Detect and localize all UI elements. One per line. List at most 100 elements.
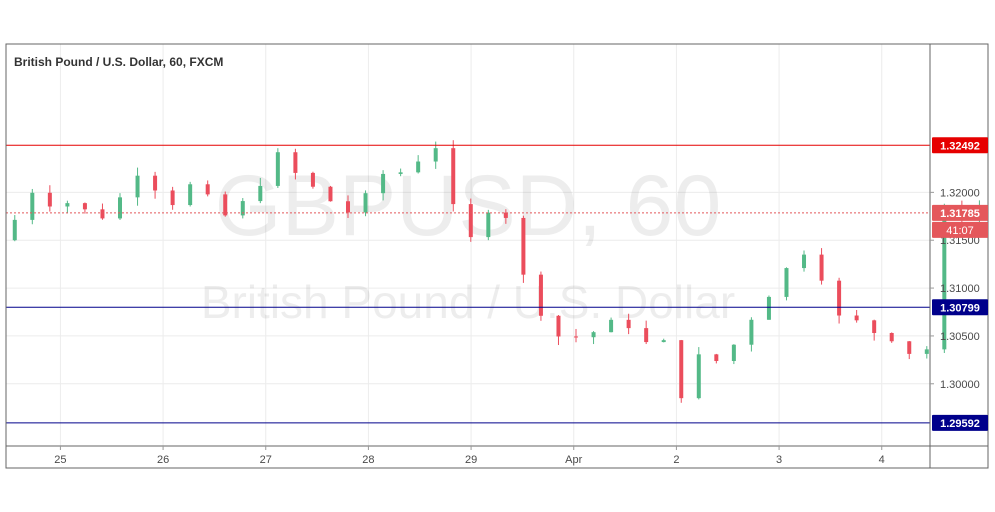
x-tick-label: 2 — [673, 454, 679, 466]
x-tick-label: 27 — [260, 454, 272, 466]
candle-up — [398, 168, 403, 177]
candle-body — [258, 185, 263, 202]
candle-down — [205, 180, 210, 197]
candle-body — [766, 296, 771, 320]
candle-body — [661, 340, 666, 343]
candle-down — [837, 277, 842, 324]
candle-down — [521, 215, 526, 283]
x-tick-label: 28 — [362, 454, 374, 466]
candle-body — [837, 280, 842, 316]
candle-down — [819, 248, 824, 285]
candle-up — [433, 141, 438, 169]
candle-up — [486, 209, 491, 241]
candle-body — [591, 332, 596, 338]
candle-down — [100, 203, 105, 220]
y-axis[interactable]: 1.32000 1.31500 1.31000 1.30500 1.30000 — [930, 187, 980, 391]
candle-down — [310, 171, 315, 189]
candle-body — [889, 332, 894, 342]
candle-down — [714, 353, 719, 364]
x-tick-label: 29 — [465, 454, 477, 466]
candle-up — [118, 193, 123, 220]
y-tick-label: 1.31500 — [940, 235, 980, 247]
candle-body — [100, 209, 105, 219]
candle-up — [416, 155, 421, 174]
y-tick-label: 1.31000 — [940, 283, 980, 295]
x-tick-label: 25 — [54, 454, 66, 466]
candle-up — [731, 344, 736, 365]
candle-up — [258, 177, 263, 204]
candle-body — [118, 197, 123, 219]
candle-body — [731, 344, 736, 362]
candle-body — [486, 212, 491, 238]
candle-body — [556, 315, 561, 337]
candle-body — [328, 186, 333, 202]
candle-down — [679, 339, 684, 403]
chart-title: British Pound / U.S. Dollar, 60, FXCM — [14, 55, 223, 69]
candle-down — [328, 185, 333, 202]
candle-down — [47, 185, 52, 212]
candle-up — [609, 317, 614, 333]
candle-body — [819, 254, 824, 281]
candle-body — [679, 340, 684, 399]
horizontal-lines[interactable] — [6, 144, 930, 424]
candle-body — [714, 354, 719, 362]
x-tick-label: Apr — [565, 454, 582, 466]
x-axis[interactable]: 25 26 27 28 29 Apr 2 3 4 — [54, 446, 885, 466]
candle-body — [924, 349, 929, 354]
candle-body — [521, 217, 526, 275]
candle-body — [907, 341, 912, 354]
candle-up — [784, 267, 789, 301]
watermark-ticker: GBPUSD, 60 — [215, 158, 722, 254]
candle-up — [12, 215, 17, 242]
candle-up — [240, 198, 245, 219]
candle-body — [381, 173, 386, 194]
candle-body — [854, 315, 859, 321]
price-labels: 1.32492 1.31785 41:07 1.30799 1.29592 — [932, 137, 988, 431]
candle-body — [12, 219, 17, 241]
candle-body — [65, 203, 70, 207]
candle-body — [310, 172, 315, 187]
candle-up — [749, 317, 754, 352]
candle-up — [30, 188, 35, 225]
candle-body — [205, 184, 210, 195]
candle-up — [924, 346, 929, 359]
candle-down — [170, 186, 175, 210]
candle-body — [609, 319, 614, 333]
candle-up — [696, 347, 701, 400]
candle-body — [626, 319, 631, 329]
candle-body — [240, 201, 245, 216]
price-level-badge — [932, 414, 988, 431]
candle-body — [942, 208, 947, 350]
countdown-label: 41:07 — [946, 225, 974, 237]
candle-down — [451, 140, 456, 212]
candle-body — [749, 319, 754, 345]
price-level-label: 1.30799 — [940, 302, 980, 314]
outer-frame — [5, 43, 989, 469]
candle-body — [82, 203, 87, 210]
candle-up — [363, 190, 368, 217]
candle-down — [626, 313, 631, 335]
x-tick-label: 3 — [776, 454, 782, 466]
candle-body — [433, 148, 438, 162]
candle-up — [188, 181, 193, 207]
candle-body — [363, 193, 368, 213]
candle-up — [661, 338, 666, 343]
price-level-badge — [932, 204, 988, 221]
x-tick-label: 4 — [879, 454, 885, 466]
candle-down — [872, 319, 877, 341]
candle-down — [574, 328, 579, 343]
candle-down — [907, 341, 912, 360]
x-tick-label: 26 — [157, 454, 169, 466]
chart-frame — [5, 43, 989, 469]
candle-body — [346, 201, 351, 213]
candle-down — [346, 195, 351, 219]
candle-body — [696, 354, 701, 399]
candle-body — [538, 274, 543, 316]
candle-body — [398, 172, 403, 174]
candle-body — [644, 328, 649, 343]
price-level-label: 1.31785 — [940, 208, 980, 220]
candle-up — [275, 148, 280, 188]
candle-body — [802, 254, 807, 269]
